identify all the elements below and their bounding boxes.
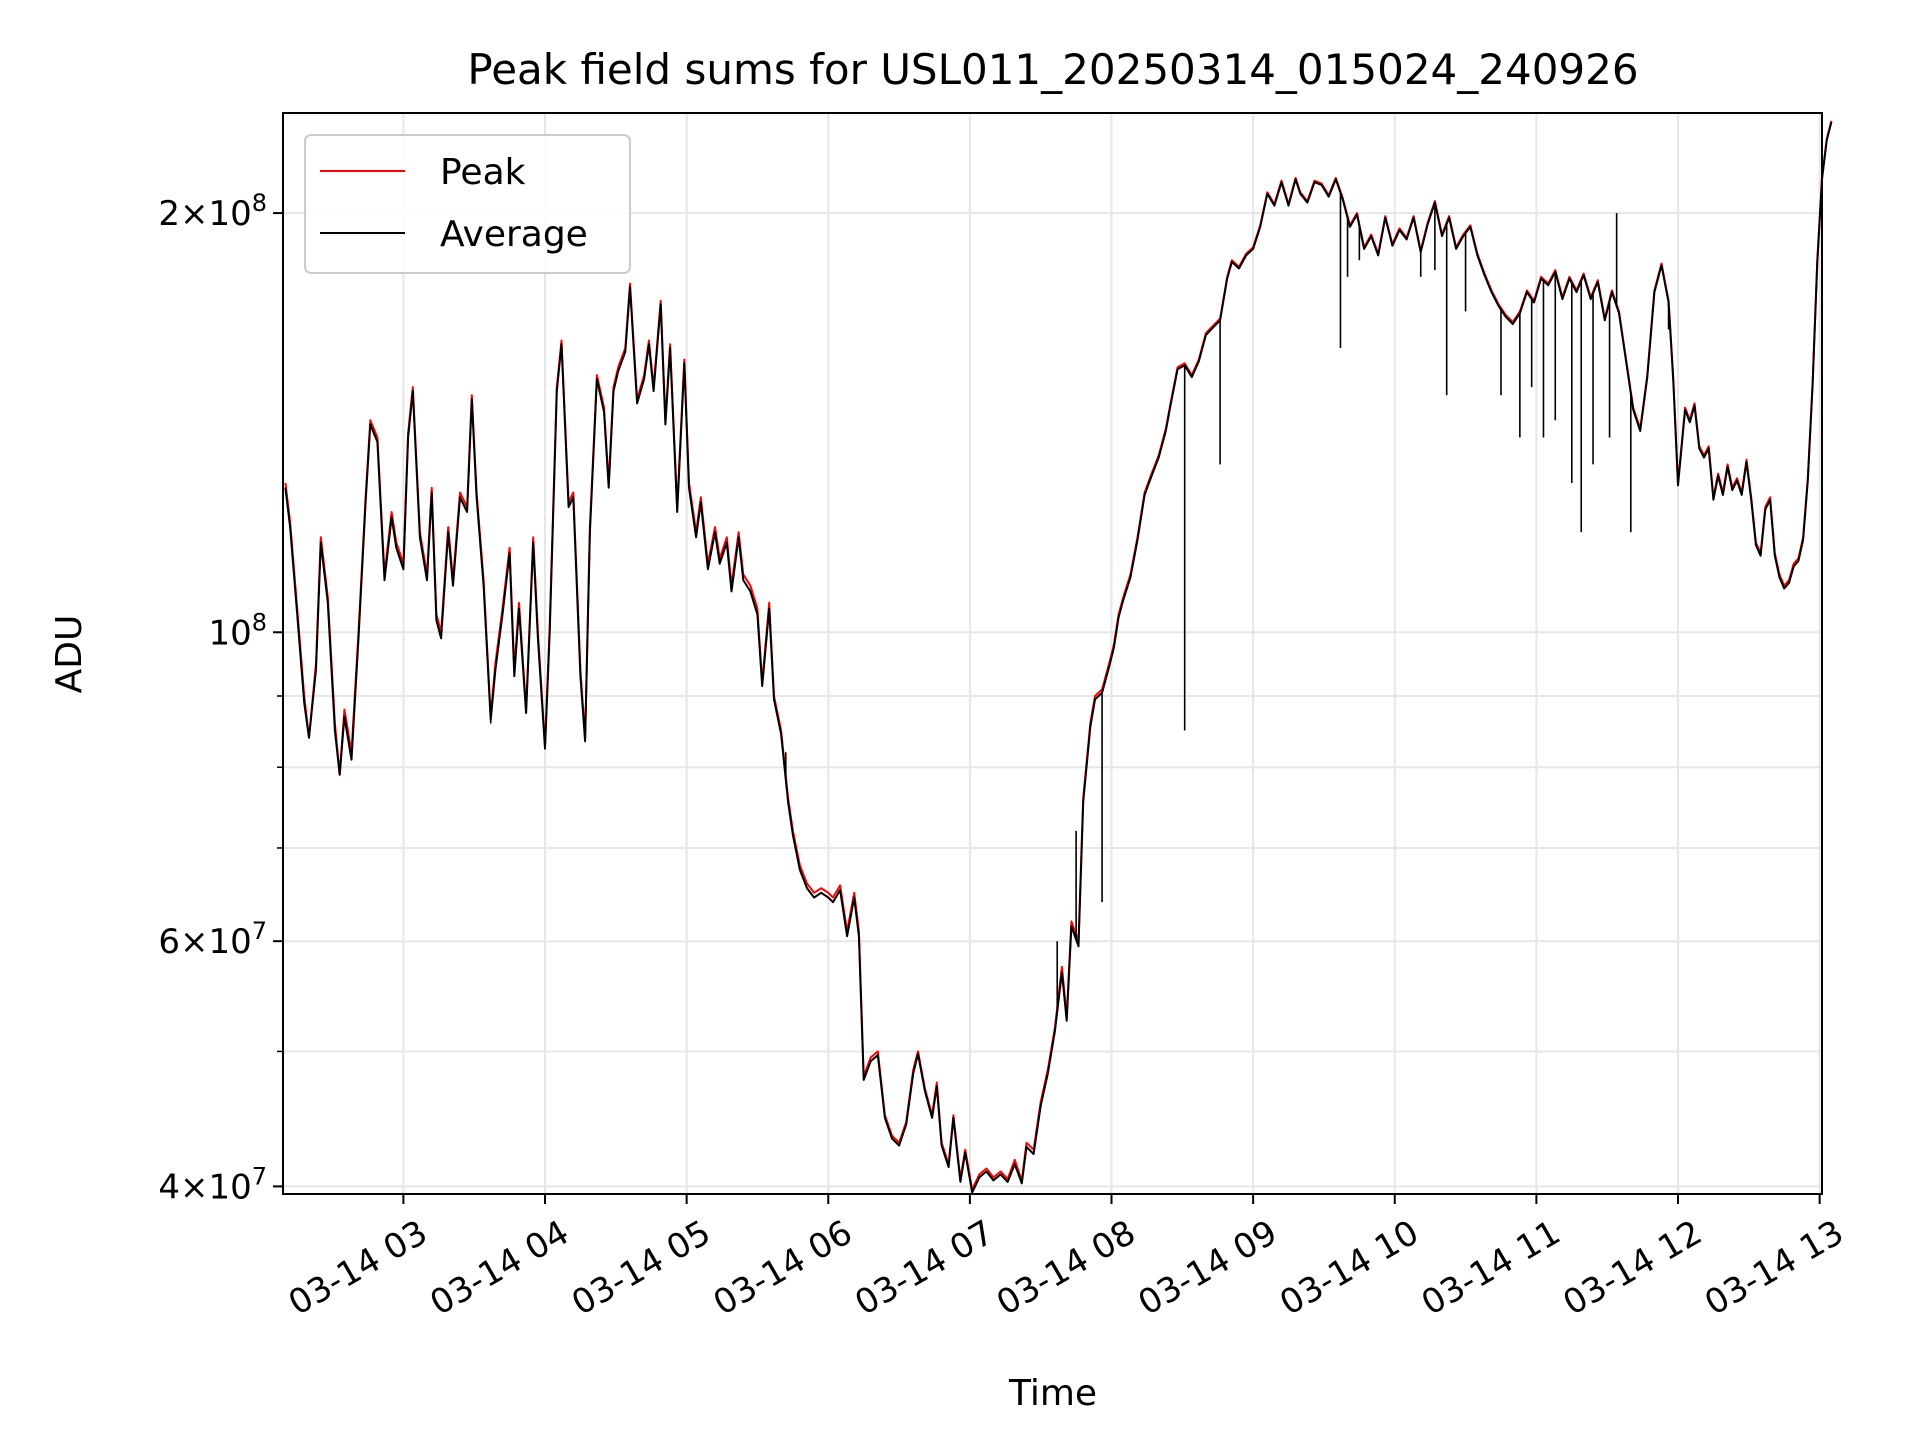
legend-label-average: Average [440, 214, 588, 255]
y-tick-label: 2×108 [158, 189, 267, 234]
legend-label-peak: Peak [440, 152, 526, 193]
y-axis-label: ADU [49, 615, 90, 694]
chart-title: Peak field sums for USL011_20250314_0150… [467, 45, 1638, 94]
y-tick-label: 6×107 [158, 917, 267, 962]
series-layer [284, 120, 1833, 1194]
y-tick-label: 4×107 [158, 1162, 267, 1207]
legend-box [304, 134, 631, 274]
legend: Peak Average [304, 134, 631, 274]
y-axis: 4×107 6×107 108 2×108 [158, 189, 283, 1207]
y-tick-label: 108 [208, 608, 267, 653]
plot-frame [282, 112, 1823, 1195]
series-line-average [284, 121, 1833, 1194]
x-axis-label: Time [1008, 1373, 1097, 1414]
